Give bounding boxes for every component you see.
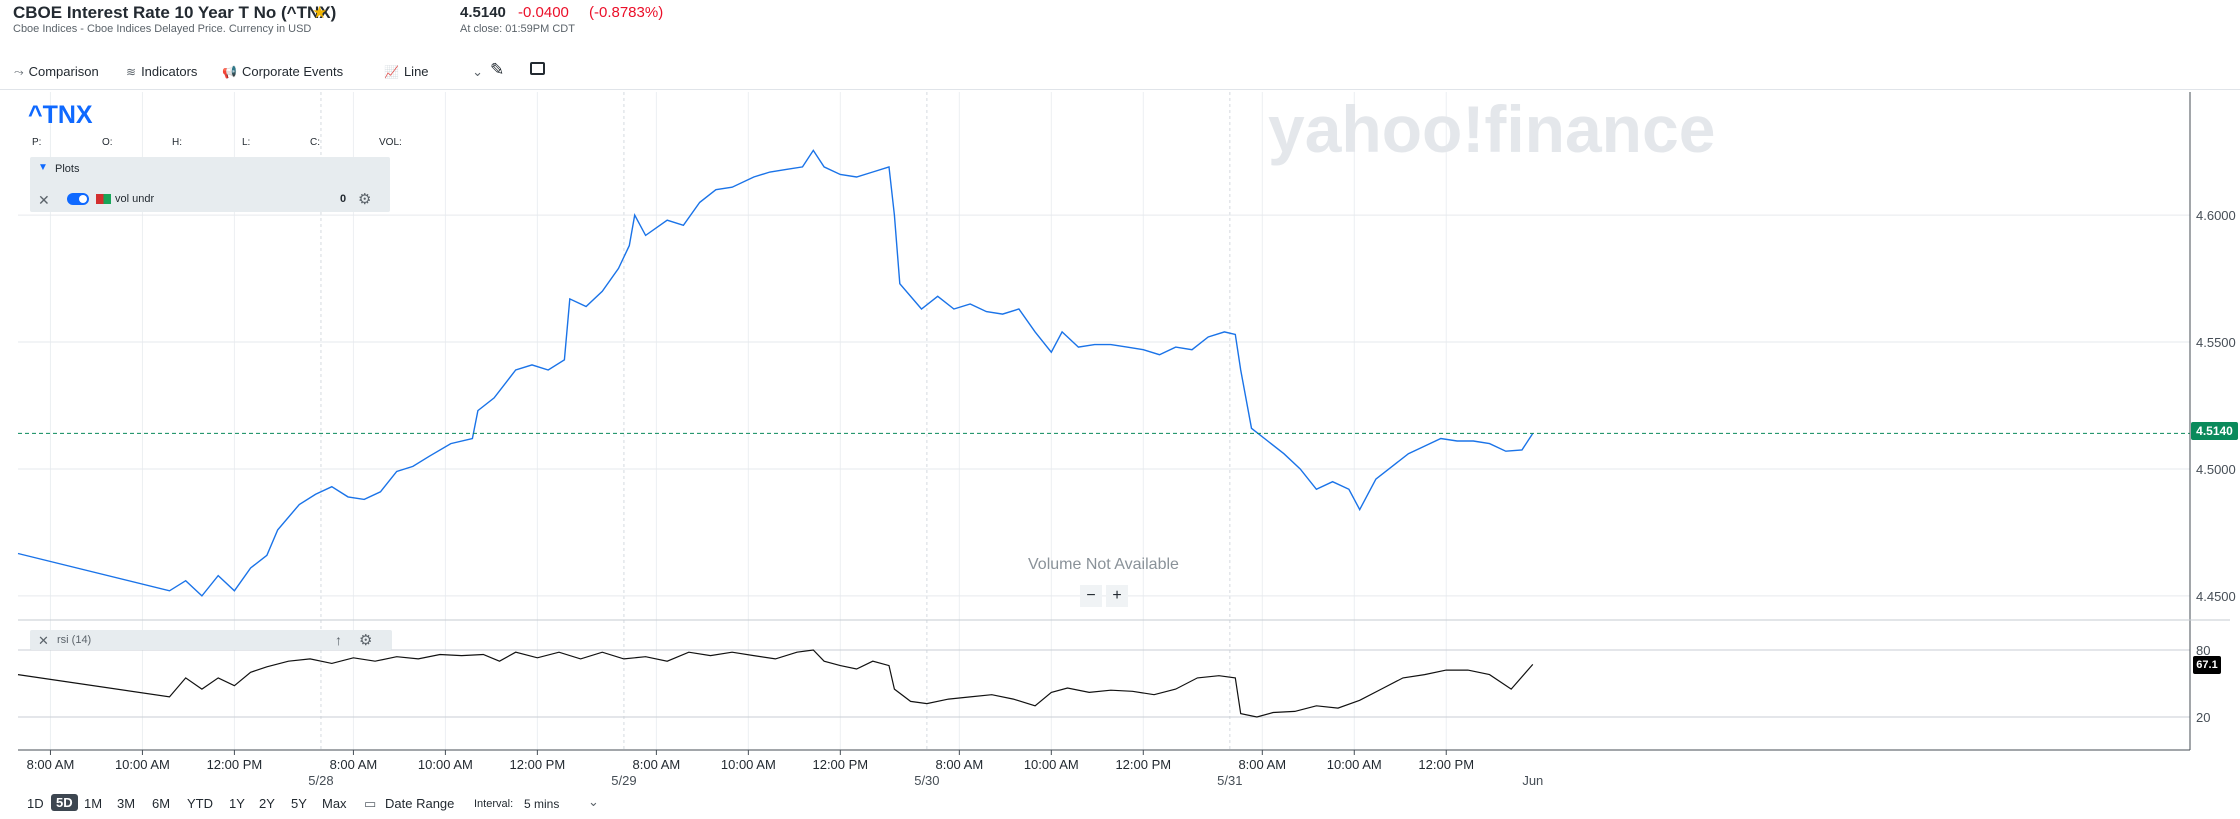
range-1y[interactable]: 1Y bbox=[229, 796, 245, 811]
gear-icon[interactable]: ⚙ bbox=[358, 191, 372, 208]
range-1d[interactable]: 1D bbox=[27, 796, 44, 811]
x-time-label: 8:00 AM bbox=[27, 757, 75, 772]
x-time-label: 10:00 AM bbox=[721, 757, 776, 772]
plots-label[interactable]: Plots bbox=[55, 163, 80, 175]
corporate-events-button[interactable]: 📢 Corporate Events bbox=[222, 64, 343, 79]
market-close-note: At close: 01:59PM CDT bbox=[460, 23, 575, 35]
current-price: 4.5140 bbox=[460, 4, 506, 21]
x-time-label: 12:00 PM bbox=[510, 757, 566, 772]
ohlc-o: O: bbox=[102, 137, 113, 148]
range-1m[interactable]: 1M bbox=[84, 796, 103, 811]
range-max[interactable]: Max bbox=[322, 796, 347, 811]
y-tick-label: 4.5000 bbox=[2196, 462, 2236, 477]
interval-value[interactable]: 5 mins bbox=[524, 797, 560, 811]
indicators-icon: ≋ bbox=[126, 65, 137, 79]
volume-not-available: Volume Not Available bbox=[1028, 556, 1179, 573]
range-2y[interactable]: 2Y bbox=[259, 796, 275, 811]
chart-type-select[interactable]: 📈 Line ⌄ bbox=[384, 64, 483, 80]
range-ytd[interactable]: YTD bbox=[187, 796, 213, 811]
rsi-tick-label: 20 bbox=[2196, 710, 2210, 725]
x-time-label: 10:00 AM bbox=[418, 757, 473, 772]
comparison-icon: ⤳ bbox=[14, 65, 24, 79]
x-time-label: 10:00 AM bbox=[1327, 757, 1382, 772]
gear-icon[interactable]: ⚙ bbox=[359, 632, 373, 649]
y-tick-label: 4.4500 bbox=[2196, 589, 2236, 604]
x-time-label: 8:00 AM bbox=[633, 757, 681, 772]
date-range-button[interactable]: Date Range bbox=[385, 796, 455, 811]
y-tick-label: 4.5500 bbox=[2196, 335, 2236, 350]
y-tick-label: 4.6000 bbox=[2196, 208, 2236, 223]
corporate-events-label: Corporate Events bbox=[241, 64, 344, 79]
x-time-label: 10:00 AM bbox=[115, 757, 170, 772]
x-time-label: 8:00 AM bbox=[935, 757, 983, 772]
x-date-label: Jun bbox=[1522, 773, 1543, 788]
ohlc-h: H: bbox=[172, 137, 182, 148]
close-icon[interactable]: ✕ bbox=[38, 633, 49, 648]
quote-subtitle: Cboe Indices - Cboe Indices Delayed Pric… bbox=[13, 23, 312, 35]
close-icon[interactable]: ✕ bbox=[38, 192, 50, 208]
range-6m[interactable]: 6M bbox=[152, 796, 171, 811]
rsi-label: rsi (14) bbox=[57, 634, 92, 646]
ohlc-c: C: bbox=[310, 137, 320, 148]
megaphone-icon: 📢 bbox=[222, 65, 237, 79]
x-time-label: 12:00 PM bbox=[1418, 757, 1474, 772]
chart-toolbar: ⤳ Comparison ≋ Indicators 📢 Corporate Event… bbox=[0, 56, 2240, 88]
x-date-label: 5/28 bbox=[308, 773, 333, 788]
draw-pencil-icon[interactable]: ✎ bbox=[490, 60, 505, 79]
price-change-percent: (-0.8783%) bbox=[589, 4, 664, 21]
x-time-label: 10:00 AM bbox=[1024, 757, 1079, 772]
price-change: -0.0400 bbox=[518, 4, 569, 21]
x-time-label: 12:00 PM bbox=[1115, 757, 1171, 772]
rsi-last-tag: 67.1 bbox=[2193, 656, 2221, 674]
line-chart-icon: 📈 bbox=[384, 65, 399, 79]
table-view-icon[interactable] bbox=[530, 62, 545, 75]
zoom-in-button[interactable]: + bbox=[1106, 585, 1128, 607]
chart-type-label: Line bbox=[403, 64, 429, 79]
watchlist-star-icon[interactable]: ★ bbox=[312, 3, 328, 22]
arrow-up-icon[interactable]: ↑ bbox=[335, 632, 342, 648]
quote-title: CBOE Interest Rate 10 Year T No (^TNX) bbox=[13, 3, 337, 22]
zoom-out-button[interactable]: − bbox=[1080, 585, 1102, 607]
plots-panel bbox=[30, 157, 390, 212]
ohlc-l: L: bbox=[242, 137, 251, 148]
x-time-label: 8:00 AM bbox=[330, 757, 378, 772]
triangle-down-icon[interactable]: ▼ bbox=[38, 162, 48, 173]
comparison-label: Comparison bbox=[28, 64, 99, 79]
range-5y[interactable]: 5Y bbox=[291, 796, 307, 811]
rsi-panel bbox=[30, 630, 392, 650]
indicators-label: Indicators bbox=[141, 64, 198, 79]
chevron-down-icon[interactable]: ⌄ bbox=[588, 794, 599, 809]
x-time-label: 12:00 PM bbox=[207, 757, 263, 772]
vol-undr-value: 0 bbox=[340, 193, 347, 205]
x-date-label: 5/29 bbox=[611, 773, 636, 788]
x-time-label: 12:00 PM bbox=[812, 757, 868, 772]
vol-undr-color-swatch[interactable] bbox=[96, 194, 111, 204]
comparison-button[interactable]: ⤳ Comparison bbox=[14, 64, 99, 80]
x-time-label: 8:00 AM bbox=[1238, 757, 1286, 772]
yahoo-finance-watermark: yahoo!finance bbox=[1268, 92, 1715, 166]
last-price-tag: 4.5140 bbox=[2191, 422, 2238, 440]
calendar-icon[interactable]: ▭ bbox=[364, 796, 377, 811]
range-3m[interactable]: 3M bbox=[117, 796, 136, 811]
vol-undr-toggle[interactable] bbox=[67, 193, 89, 205]
price-series-line bbox=[17, 149, 1534, 597]
chart-symbol: ^TNX bbox=[28, 101, 93, 129]
ohlc-vol: VOL: bbox=[379, 137, 402, 148]
rsi-tick-label: 80 bbox=[2196, 643, 2210, 658]
range-5d[interactable]: 5D bbox=[51, 794, 78, 811]
chevron-down-icon: ⌄ bbox=[472, 64, 484, 79]
vol-undr-label: vol undr bbox=[115, 193, 155, 205]
interval-label: Interval: bbox=[474, 798, 514, 810]
indicators-button[interactable]: ≋ Indicators bbox=[126, 64, 197, 79]
rsi-line bbox=[17, 649, 1534, 718]
toolbar-divider bbox=[0, 89, 2240, 90]
x-date-label: 5/30 bbox=[914, 773, 939, 788]
ohlc-p: P: bbox=[32, 137, 42, 148]
x-date-label: 5/31 bbox=[1217, 773, 1242, 788]
